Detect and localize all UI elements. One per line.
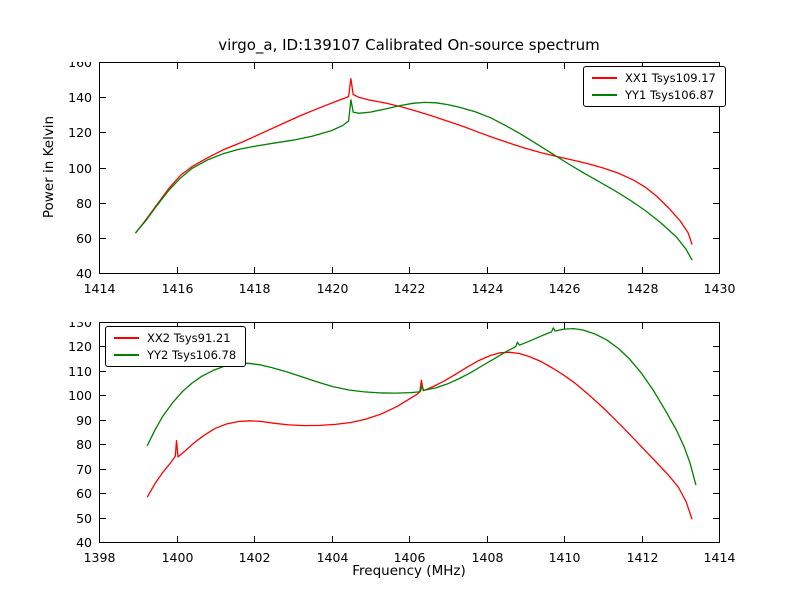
svg-text:1412: 1412: [627, 550, 659, 565]
legend-entry-xx1: XX1 Tsys109.17: [592, 71, 716, 85]
svg-text:1408: 1408: [472, 550, 504, 565]
svg-text:1418: 1418: [239, 281, 271, 296]
svg-text:100: 100: [68, 161, 92, 176]
svg-text:80: 80: [76, 196, 92, 211]
yy2-line-swatch: [114, 354, 139, 356]
svg-text:1428: 1428: [627, 281, 659, 296]
svg-text:1416: 1416: [162, 281, 194, 296]
svg-text:70: 70: [76, 462, 92, 477]
bottom-spectrum-plot: 1398 1400 1402 1404 1406 1408 1410 1412 1414 40 50…: [0, 315, 800, 577]
svg-text:1404: 1404: [317, 550, 349, 565]
svg-text:130: 130: [68, 322, 92, 330]
svg-text:90: 90: [76, 413, 92, 428]
svg-text:40: 40: [76, 535, 92, 550]
svg-text:1410: 1410: [549, 550, 581, 565]
svg-text:110: 110: [68, 364, 92, 379]
svg-text:1414: 1414: [704, 550, 736, 565]
legend-label-xx1: XX1 Tsys109.17: [625, 71, 716, 85]
legend-label-xx2: XX2 Tsys91.21: [147, 331, 231, 345]
legend-entry-xx2: XX2 Tsys91.21: [114, 331, 236, 345]
svg-text:1402: 1402: [239, 550, 271, 565]
legend-label-yy1: YY1 Tsys106.87: [625, 88, 715, 102]
svg-text:1424: 1424: [472, 281, 504, 296]
svg-text:120: 120: [68, 339, 92, 354]
svg-text:100: 100: [68, 388, 92, 403]
top-legend: XX1 Tsys109.17 YY1 Tsys106.87: [583, 66, 726, 107]
svg-text:1400: 1400: [162, 550, 194, 565]
x-axis-label: Frequency (MHz): [352, 563, 466, 579]
svg-text:1420: 1420: [317, 281, 349, 296]
svg-text:1398: 1398: [84, 550, 116, 565]
svg-text:1422: 1422: [394, 281, 426, 296]
legend-label-yy2: YY2 Tsys106.78: [147, 348, 237, 362]
svg-text:1414: 1414: [84, 281, 116, 296]
xx2-line-swatch: [114, 337, 139, 339]
svg-text:140: 140: [68, 90, 92, 105]
svg-text:1426: 1426: [549, 281, 581, 296]
bottom-legend: XX2 Tsys91.21 YY2 Tsys106.78: [105, 326, 247, 367]
legend-entry-yy2: YY2 Tsys106.78: [114, 348, 236, 362]
svg-text:60: 60: [76, 486, 92, 501]
svg-text:1430: 1430: [704, 281, 736, 296]
svg-text:160: 160: [68, 62, 92, 70]
svg-text:50: 50: [76, 511, 92, 526]
xx1-line-swatch: [592, 77, 617, 79]
svg-text:80: 80: [76, 437, 92, 452]
yy1-line-swatch: [592, 94, 617, 96]
svg-text:40: 40: [76, 266, 92, 281]
legend-entry-yy1: YY1 Tsys106.87: [592, 88, 716, 102]
top-spectrum-plot: 1414 1416 1418 1420 1422 1424 1426 1428 1430 40 60…: [0, 55, 800, 307]
svg-text:120: 120: [68, 125, 92, 140]
svg-text:60: 60: [76, 231, 92, 246]
figure-title: virgo_a, ID:139107 Calibrated On-source …: [218, 36, 600, 54]
svg-text:1406: 1406: [394, 550, 426, 565]
